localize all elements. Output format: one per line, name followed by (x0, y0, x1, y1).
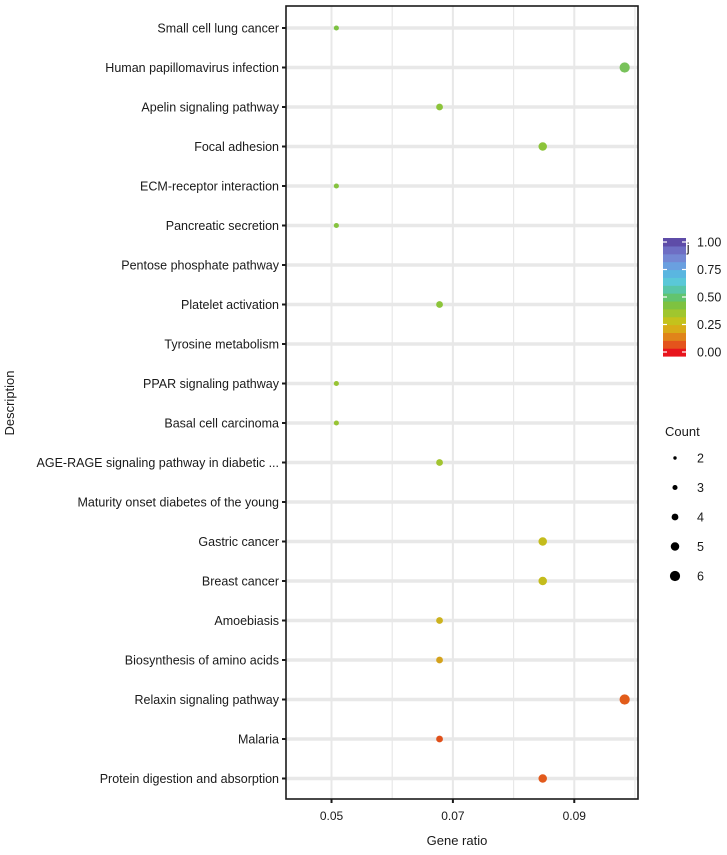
size-legend-label: 3 (697, 481, 704, 495)
y-tick-label: Human papillomavirus infection (105, 61, 279, 75)
size-legend-dot (672, 484, 678, 491)
y-tick-label: ECM-receptor interaction (140, 180, 279, 194)
y-tick-label: Pentose phosphate pathway (121, 259, 280, 273)
colorbar-segment (663, 253, 686, 263)
x-tick-label: 0.07 (441, 809, 465, 823)
data-point (538, 774, 547, 783)
data-point (333, 222, 339, 229)
y-tick-label: Focal adhesion (194, 140, 279, 154)
y-tick-label: Breast cancer (202, 575, 279, 589)
color-legend: padj1.000.750.500.250.00 (663, 236, 721, 360)
data-point (436, 459, 443, 466)
grid-lines (286, 6, 638, 799)
size-legend-dot (673, 456, 677, 460)
data-points (333, 25, 630, 783)
y-tick-label: PPAR signaling pathway (143, 377, 280, 391)
y-tick-label: Basal cell carcinoma (164, 417, 279, 431)
size-legend-dot (670, 542, 680, 551)
size-legend-label: 6 (697, 570, 704, 584)
size-legend-dot (669, 570, 681, 582)
colorbar-segment (663, 332, 686, 341)
x-tick-label: 0.05 (320, 809, 344, 823)
plot-panel (286, 6, 638, 799)
colorbar-segment (663, 300, 686, 310)
colorbar-segment (663, 348, 686, 357)
colorbar-segment (663, 277, 686, 286)
colorbar-tick-label: 0.00 (697, 346, 721, 360)
size-legend: Count 2 3 4 5 6 (665, 424, 704, 584)
colorbar-segment (663, 285, 686, 294)
size-legend-title: Count (665, 424, 700, 439)
x-axis-ticks: 0.05 0.07 0.09 (320, 799, 586, 823)
data-point (333, 25, 339, 31)
data-point (436, 103, 443, 111)
colorbar-tick-label: 0.25 (697, 318, 721, 332)
colorbar-tick-label: 1.00 (697, 236, 721, 250)
colorbar-segment (663, 308, 686, 318)
panel-border (285, 5, 639, 800)
colorbar-tick-label: 0.75 (697, 263, 721, 277)
y-tick-label: Tyrosine metabolism (164, 338, 279, 352)
data-point (436, 656, 443, 664)
data-point (333, 380, 339, 387)
data-point (538, 576, 547, 586)
size-legend-label: 2 (697, 452, 704, 466)
y-axis-categories: Small cell lung cancer Human papillomavir… (37, 22, 286, 786)
colorbar-segment (663, 324, 686, 333)
y-tick-label: Relaxin signaling pathway (134, 693, 279, 707)
x-axis-title: Gene ratio (427, 833, 488, 848)
x-tick-label: 0.09 (563, 809, 587, 823)
y-tick-label: Maturity onset diabetes of the young (77, 496, 279, 510)
data-point (436, 301, 443, 308)
y-tick-label: Apelin signaling pathway (141, 101, 279, 115)
colorbar-segment (663, 340, 686, 349)
data-point (436, 617, 443, 624)
colorbar-segment (663, 245, 686, 255)
data-point (333, 183, 339, 189)
colorbar-segment (663, 316, 686, 326)
colorbar-segment (663, 261, 686, 271)
size-legend-label: 4 (697, 511, 704, 525)
y-tick-label: Protein digestion and absorption (100, 772, 279, 786)
data-point (619, 62, 630, 73)
y-axis-title: Description (2, 370, 17, 435)
colorbar-segment (663, 293, 686, 302)
y-tick-label: AGE-RAGE signaling pathway in diabetic .… (37, 456, 279, 470)
y-tick-label: Biosynthesis of amino acids (125, 654, 279, 668)
y-tick-label: Pancreatic secretion (166, 219, 279, 233)
data-point (436, 735, 443, 743)
y-tick-label: Amoebiasis (214, 614, 279, 628)
data-point (538, 142, 547, 151)
y-tick-label: Platelet activation (181, 298, 279, 312)
colorbar-segment (663, 238, 686, 247)
colorbar-segment (663, 269, 686, 278)
data-point (538, 537, 547, 546)
size-legend-label: 5 (697, 540, 704, 554)
data-point (333, 420, 339, 426)
y-tick-label: Gastric cancer (198, 535, 279, 549)
size-legend-dot (671, 513, 679, 521)
y-tick-label: Small cell lung cancer (157, 22, 279, 36)
colorbar-tick-label: 0.50 (697, 291, 721, 305)
y-tick-label: Malaria (238, 733, 279, 747)
data-point (619, 694, 630, 705)
